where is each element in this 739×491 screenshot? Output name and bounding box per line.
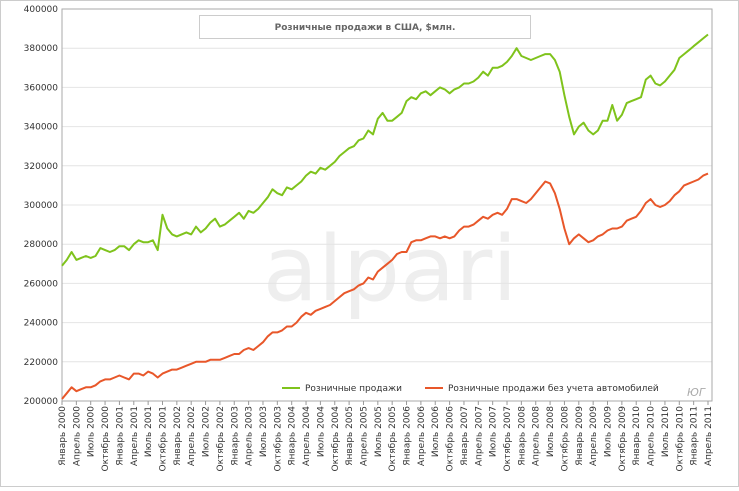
x-tick-label: Июль 2001 <box>144 406 154 457</box>
x-tick-label: Октябрь 2000 <box>101 406 111 472</box>
x-tick-label: Апрель 2001 <box>130 406 140 466</box>
x-tick-label: Октябрь 2006 <box>446 406 456 472</box>
x-tick-label: Апрель 2007 <box>474 406 484 466</box>
x-tick-label: Октябрь 2009 <box>618 406 628 472</box>
y-tick-label: 300000 <box>24 201 59 211</box>
plot-border <box>61 8 713 402</box>
x-tick-label: Апрель 2002 <box>187 406 197 466</box>
x-tick-label: Октябрь 2007 <box>503 406 513 472</box>
y-tick-label: 220000 <box>24 358 59 368</box>
x-tick-label: Апрель 2008 <box>532 406 542 466</box>
title-box <box>199 15 531 39</box>
x-tick-label: Октябрь 2001 <box>158 406 168 472</box>
line <box>61 172 709 400</box>
x-tick-label: Июль 2010 <box>661 406 671 457</box>
line <box>61 33 709 267</box>
x-tick-label: Апрель 2006 <box>417 406 427 466</box>
x-tick-label: Октябрь 2010 <box>675 406 685 472</box>
x-tick-label: Январь 2008 <box>517 406 527 466</box>
y-tick-label: 260000 <box>24 279 59 289</box>
x-tick-label: Октябрь 2002 <box>216 406 226 472</box>
x-tick-label: Апрель 2004 <box>302 406 312 466</box>
x-tick-label: Июль 2003 <box>259 406 269 457</box>
y-tick-label: 400000 <box>24 5 59 15</box>
x-tick-label: Январь 2009 <box>575 406 585 466</box>
y-tick-label: 360000 <box>24 83 59 93</box>
x-tick-label: Апрель 2009 <box>589 406 599 466</box>
y-tick-label: 340000 <box>24 123 59 133</box>
x-tick-label: Январь 2010 <box>632 406 642 466</box>
x-tick-label: Январь 2011 <box>690 406 700 466</box>
legend-label: Розничные продажи <box>305 384 402 394</box>
x-tick-label: Октябрь 2005 <box>388 406 398 472</box>
x-tick-label: Апрель 2010 <box>647 406 657 466</box>
x-tick-label: Январь 2006 <box>403 406 413 466</box>
y-tick-label: 240000 <box>24 319 59 329</box>
x-tick-label: Июль 2006 <box>431 406 441 457</box>
y-tick-label: 200000 <box>24 397 59 407</box>
x-tick-label: Январь 2001 <box>115 406 125 466</box>
chart-title: Розничные продажи в США, $млн. <box>275 23 456 33</box>
y-tick-label: 320000 <box>24 162 59 172</box>
x-tick-label: Июль 2008 <box>546 406 556 457</box>
x-tick-label: Апрель 2000 <box>72 406 82 466</box>
y-tick-label: 280000 <box>24 240 59 250</box>
x-tick-label: Январь 2003 <box>230 406 240 466</box>
x-tick-label: Июль 2007 <box>489 406 499 457</box>
x-tick-label: Январь 2002 <box>173 406 183 466</box>
x-tick-label: Июль 2004 <box>316 406 326 457</box>
x-tick-label: Июль 2002 <box>202 406 212 457</box>
x-tick-label: Апрель 2003 <box>245 406 255 466</box>
x-tick-label: Июль 2005 <box>374 406 384 457</box>
x-tick-label: Октябрь 2003 <box>273 406 283 472</box>
y-tick-label: 380000 <box>24 44 59 54</box>
x-tick-label: Июль 2009 <box>604 406 614 457</box>
legend-label: Розничные продажи без учета автомобилей <box>448 384 659 394</box>
x-tick-label: Апрель 2005 <box>359 406 369 466</box>
x-tick-label: Январь 2000 <box>58 406 68 466</box>
x-tick-label: Октябрь 2008 <box>560 406 570 472</box>
x-tick-label: Январь 2007 <box>460 406 470 466</box>
x-tick-label: Октябрь 2004 <box>331 406 341 472</box>
watermark: alpari <box>263 217 517 322</box>
x-tick-label: Январь 2004 <box>288 406 298 466</box>
x-tick-label: Январь 2005 <box>345 406 355 466</box>
x-tick-label: Апрель 2011 <box>704 406 714 466</box>
signature: ЮГ <box>687 386 706 399</box>
x-tick-label: Июль 2000 <box>87 406 97 457</box>
